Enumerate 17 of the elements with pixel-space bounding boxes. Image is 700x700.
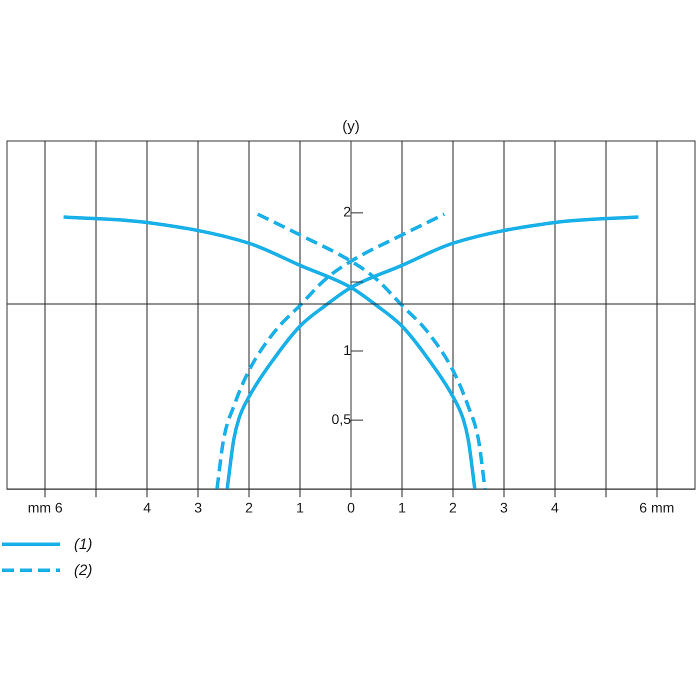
x-tick-label: 0 (347, 499, 356, 516)
x-tick-label: 2 (449, 499, 458, 516)
x-tick-label: 4 (550, 499, 559, 516)
legend-label: (2) (74, 562, 92, 580)
x-tick-label: 6 mm (639, 499, 674, 516)
y-tick-label: 0,5 (332, 410, 352, 427)
x-tick-label: 4 (143, 499, 152, 516)
x-tick-label: 3 (194, 499, 202, 516)
x-tick-label: 1 (398, 499, 406, 516)
x-tick-label: 1 (296, 499, 304, 516)
x-tick-label: 3 (500, 499, 508, 516)
x-tick-label: mm 6 (28, 499, 63, 516)
y-axis-title: (y) (342, 118, 360, 135)
x-tick-label: 2 (245, 499, 254, 516)
y-tick-label: 1 (343, 342, 352, 358)
legend-label: (1) (74, 536, 92, 554)
y-tick-label: 2 (343, 204, 352, 220)
